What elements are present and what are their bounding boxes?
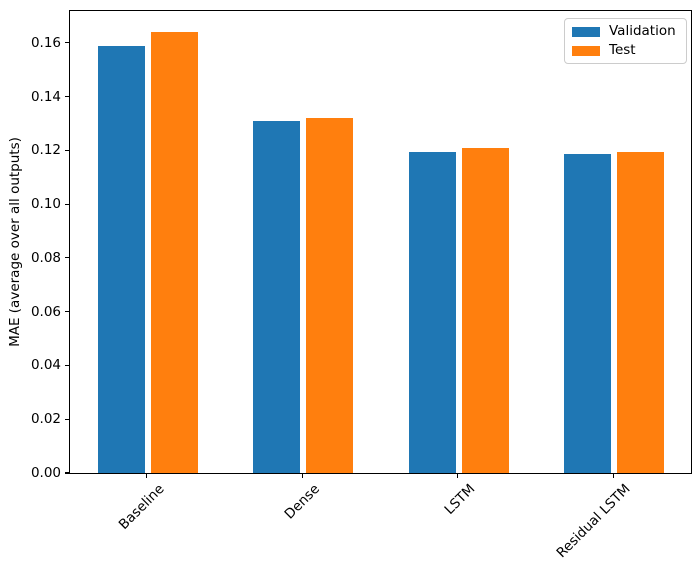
bar-validation-lstm	[408, 151, 456, 473]
legend-label: Validation	[609, 23, 676, 39]
y-tick-mark	[65, 257, 69, 259]
x-tick-mark	[301, 474, 303, 478]
x-tick-label-residual-lstm: Residual LSTM	[553, 481, 634, 562]
x-tick-label-baseline: Baseline	[115, 481, 168, 533]
y-tick-mark	[65, 149, 69, 151]
legend-item-test: Test	[572, 43, 677, 58]
legend-label: Test	[609, 42, 636, 58]
bar-test-lstm	[461, 147, 509, 473]
y-tick-label: 0.12	[30, 142, 61, 159]
y-tick-label: 0.08	[30, 249, 61, 266]
y-tick-mark	[65, 472, 69, 474]
bar-test-residual-lstm	[617, 151, 664, 473]
y-tick-mark	[65, 364, 69, 367]
y-tick-label: 0.06	[30, 303, 61, 320]
legend-swatch-icon	[572, 26, 600, 37]
x-tick-mark	[146, 474, 148, 478]
y-tick-mark	[65, 203, 69, 205]
x-tick-label-dense: Dense	[281, 481, 323, 523]
x-tick-mark	[612, 474, 614, 478]
y-tick-mark	[65, 311, 69, 313]
legend: Validation Test	[564, 18, 687, 64]
bar-test-dense	[306, 118, 353, 473]
bar-validation-dense	[253, 120, 301, 473]
bar-test-baseline	[150, 32, 198, 473]
y-tick-mark	[65, 95, 69, 98]
plot-area	[69, 10, 692, 474]
x-tick-label-lstm: LSTM	[441, 481, 479, 518]
y-tick-label: 0.00	[30, 465, 61, 481]
legend-swatch-icon	[572, 45, 600, 56]
y-axis-label-wrap: MAE (average over all outputs)	[0, 10, 30, 474]
legend-item-validation: Validation	[572, 24, 677, 39]
y-tick-label: 0.16	[30, 34, 61, 51]
y-tick-label: 0.02	[30, 411, 61, 428]
y-tick-mark	[65, 418, 69, 420]
y-tick-label: 0.10	[30, 196, 61, 213]
y-tick-label: 0.14	[30, 88, 61, 105]
x-tick-mark	[457, 474, 459, 478]
bar-validation-baseline	[97, 45, 145, 473]
y-tick-label: 0.04	[30, 357, 61, 374]
y-tick-mark	[65, 42, 69, 44]
bar-validation-residual-lstm	[564, 154, 612, 473]
